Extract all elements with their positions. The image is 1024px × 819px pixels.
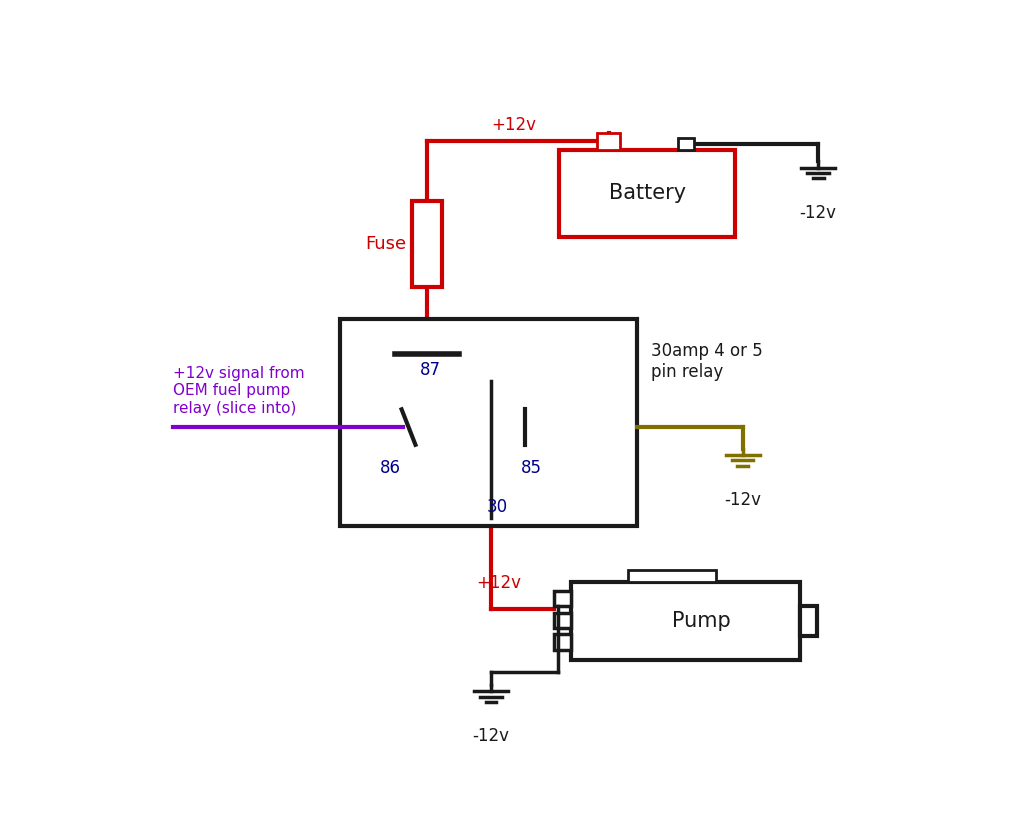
Text: +12v: +12v [492,116,537,134]
Text: 30amp 4 or 5
pin relay: 30amp 4 or 5 pin relay [651,342,763,381]
Bar [571,581,801,660]
Bar [413,201,441,287]
Bar [559,150,735,237]
Bar [597,133,621,150]
Text: 30: 30 [486,498,508,516]
Bar [801,606,817,636]
Text: 87: 87 [421,361,441,379]
Text: Fuse: Fuse [366,235,407,253]
Bar [678,138,693,150]
Bar [629,570,716,581]
Bar [554,591,571,607]
Bar [340,319,637,526]
Text: 86: 86 [380,459,400,477]
Text: Battery: Battery [608,183,686,203]
Text: -12v: -12v [472,727,509,745]
Text: -12v: -12v [724,491,761,509]
Text: 85: 85 [520,459,542,477]
Text: Pump: Pump [672,611,730,631]
Text: +12v: +12v [476,574,521,592]
Text: -12v: -12v [800,204,837,222]
Bar [554,634,571,649]
Text: +12v signal from
OEM fuel pump
relay (slice into): +12v signal from OEM fuel pump relay (sl… [173,366,304,415]
Bar [554,613,571,628]
